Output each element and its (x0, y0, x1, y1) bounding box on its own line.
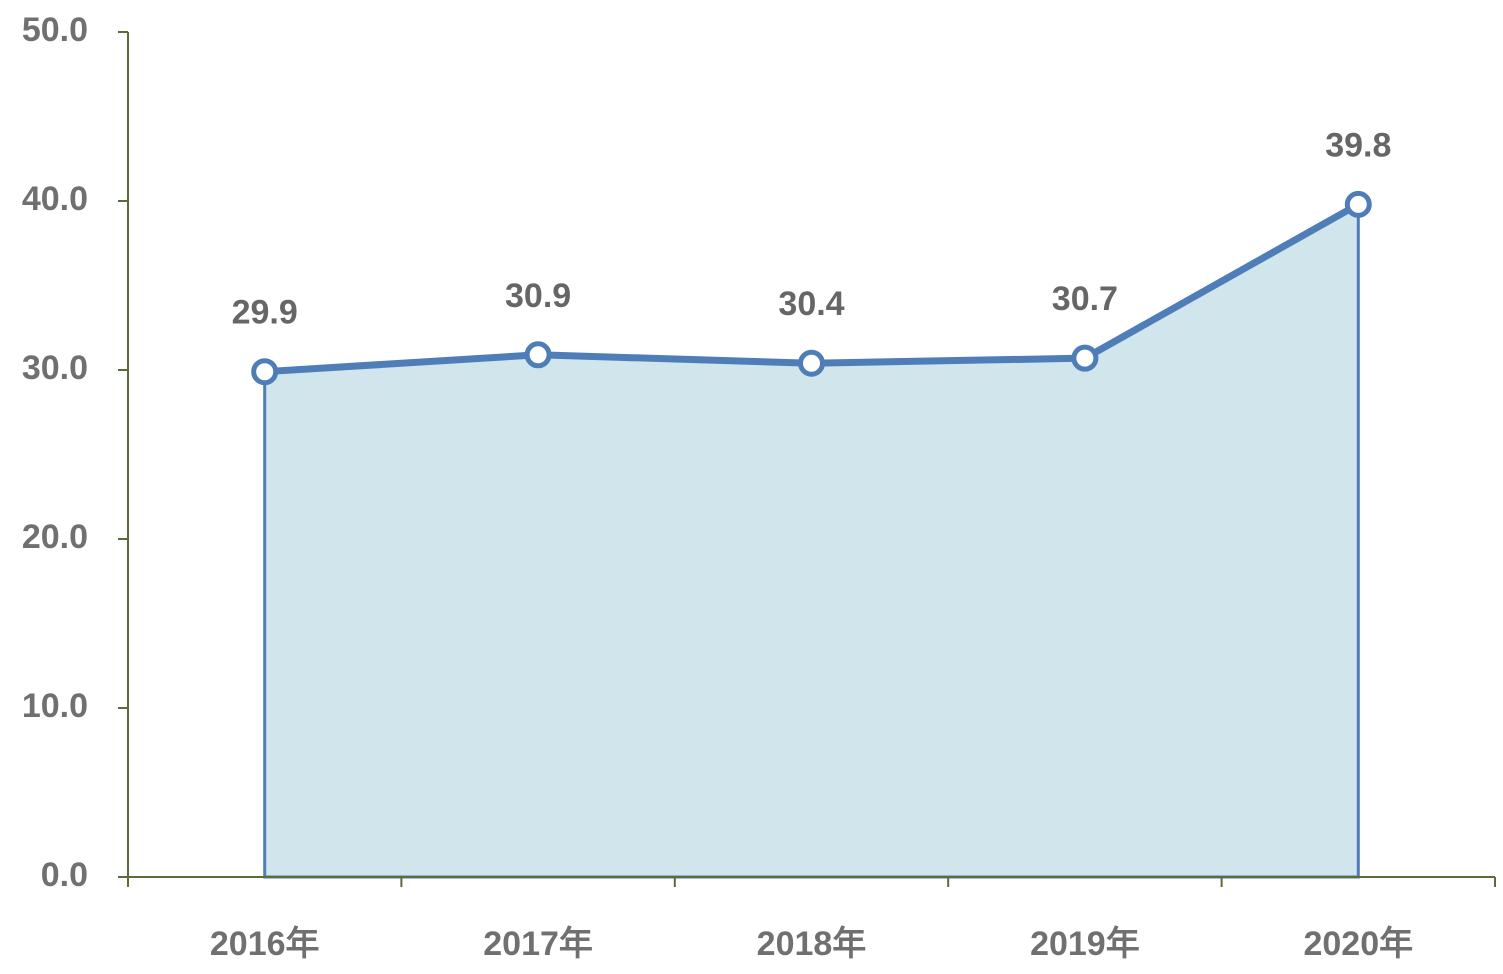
x-tick-label: 2020年 (1303, 925, 1413, 963)
y-tick-label: 20.0 (22, 518, 88, 556)
x-tick-label: 2016年 (210, 925, 320, 963)
data-label: 30.4 (778, 285, 844, 323)
y-tick-label: 40.0 (22, 180, 88, 218)
x-tick-label: 2017年 (483, 925, 593, 963)
x-tick-label: 2019年 (1030, 925, 1140, 963)
y-tick-label: 30.0 (22, 349, 88, 387)
marker (1344, 190, 1372, 218)
x-tick-label: 2018年 (757, 925, 867, 963)
data-label: 30.7 (1052, 280, 1118, 318)
marker (524, 341, 552, 369)
marker (251, 358, 279, 386)
data-label: 29.9 (232, 294, 298, 332)
y-tick-label: 0.0 (41, 856, 88, 894)
data-label: 39.8 (1325, 126, 1391, 164)
y-tick-label: 10.0 (22, 687, 88, 725)
y-tick-label: 50.0 (22, 11, 88, 49)
marker (798, 349, 825, 377)
marker (1071, 344, 1099, 372)
data-label: 30.9 (505, 277, 571, 315)
